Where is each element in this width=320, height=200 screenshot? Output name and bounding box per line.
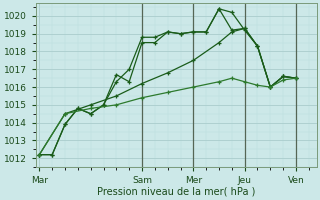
X-axis label: Pression niveau de la mer( hPa ): Pression niveau de la mer( hPa ) bbox=[97, 187, 255, 197]
